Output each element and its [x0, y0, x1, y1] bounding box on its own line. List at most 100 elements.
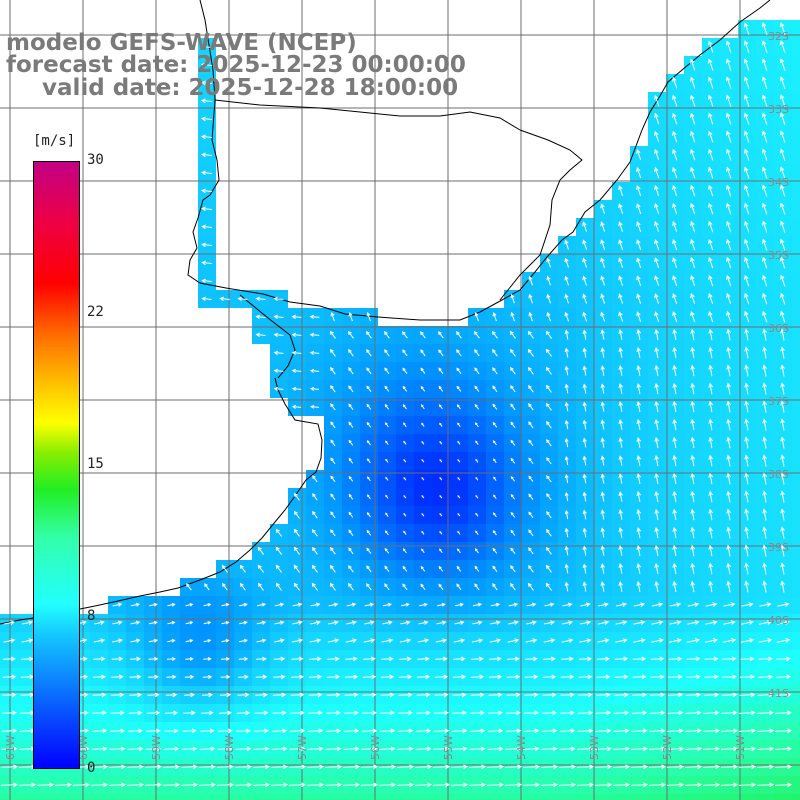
wind-arrow — [756, 728, 775, 734]
wind-arrow — [474, 403, 480, 410]
wind-arrow — [421, 440, 425, 445]
wind-arrow — [762, 256, 768, 269]
wind-arrow — [613, 728, 630, 734]
wind-arrow — [726, 364, 731, 377]
wind-arrow — [452, 710, 467, 716]
wind-arrow — [546, 511, 552, 519]
wind-arrow — [582, 329, 587, 340]
wind-arrow — [618, 383, 623, 394]
wind-arrow — [594, 782, 613, 788]
latitude-label: 33S — [768, 103, 789, 116]
wind-arrow — [703, 710, 720, 716]
wind-arrow — [434, 674, 449, 680]
wind-arrow — [400, 620, 411, 625]
wind-arrow — [654, 490, 659, 503]
wind-arrow — [329, 582, 336, 591]
wind-arrow — [654, 257, 660, 269]
wind-arrow — [489, 638, 502, 643]
wind-arrow — [780, 364, 785, 377]
wind-arrow — [327, 656, 340, 662]
wind-arrow — [435, 638, 448, 643]
wind-arrow — [470, 674, 485, 680]
wind-arrow — [743, 40, 750, 53]
latitude-label: 34S — [768, 176, 789, 189]
wind-speed-cell — [558, 794, 576, 800]
wind-arrow — [330, 511, 336, 519]
wind-arrow — [472, 620, 483, 625]
wind-arrow — [90, 782, 109, 788]
wind-arrow — [421, 512, 425, 517]
wind-arrow — [582, 293, 587, 304]
wind-arrow — [546, 457, 552, 465]
wind-arrow — [475, 530, 479, 536]
wind-arrow — [275, 564, 283, 573]
wind-arrow — [758, 638, 773, 643]
wind-arrow — [256, 602, 267, 607]
wind-arrow — [2, 710, 17, 716]
wind-arrow — [308, 692, 323, 698]
wind-arrow — [582, 437, 587, 448]
wind-arrow — [546, 493, 552, 501]
wind-arrow — [474, 311, 479, 322]
wind-arrow — [201, 296, 212, 302]
wind-arrow — [130, 620, 141, 625]
wind-arrow — [255, 314, 266, 320]
wind-speed-cell — [792, 542, 800, 560]
wind-arrow — [438, 404, 443, 410]
wind-arrow — [439, 512, 443, 517]
latitude-label: 41S — [768, 687, 789, 700]
wind-arrow — [654, 526, 659, 539]
latitude-label: 35S — [768, 249, 789, 262]
wind-arrow — [239, 620, 248, 625]
wind-arrow — [726, 238, 732, 251]
wind-arrow — [726, 328, 731, 341]
wind-arrow — [2, 674, 17, 680]
wind-arrow — [379, 746, 396, 752]
wind-arrow — [690, 562, 695, 575]
wind-arrow — [452, 692, 467, 698]
wind-arrow — [744, 220, 750, 233]
wind-speed-cell — [324, 794, 342, 800]
wind-arrow — [510, 311, 515, 322]
wind-arrow — [130, 656, 141, 662]
wind-arrow — [311, 564, 318, 573]
wind-arrow — [217, 746, 234, 752]
wind-arrow — [762, 544, 767, 557]
longitude-label: 57W — [296, 735, 309, 760]
wind-arrow — [654, 418, 659, 431]
wind-arrow — [239, 602, 248, 607]
wind-arrow — [726, 454, 731, 467]
wind-arrow — [744, 364, 749, 377]
wind-arrow — [600, 311, 606, 322]
wind-arrow — [475, 422, 479, 428]
wind-arrow — [542, 674, 557, 680]
wind-arrow — [148, 638, 159, 643]
wind-arrow — [0, 782, 19, 788]
wind-arrow — [780, 400, 785, 413]
wind-speed-cell — [792, 578, 800, 596]
wind-arrow — [255, 332, 266, 338]
wind-arrow — [275, 528, 283, 537]
wind-arrow — [474, 548, 479, 554]
wind-arrow — [492, 565, 498, 572]
wind-arrow — [257, 582, 264, 591]
wind-arrow — [348, 529, 354, 536]
wind-arrow — [93, 674, 106, 680]
wind-arrow — [421, 548, 425, 554]
wind-arrow — [417, 656, 430, 662]
wind-arrow — [344, 674, 359, 680]
wind-arrow — [456, 583, 462, 591]
wind-arrow — [636, 221, 642, 233]
wind-arrow — [308, 674, 323, 680]
wind-arrow — [221, 638, 230, 643]
wind-arrow — [739, 674, 756, 680]
wind-arrow — [582, 311, 587, 322]
wind-arrow — [738, 728, 757, 734]
wind-arrow — [618, 419, 623, 430]
wind-arrow — [93, 656, 106, 662]
wind-arrow — [434, 710, 449, 716]
wind-arrow — [582, 257, 588, 268]
wind-arrow — [654, 580, 659, 593]
wind-arrow — [91, 728, 108, 734]
wind-arrow — [618, 545, 623, 556]
